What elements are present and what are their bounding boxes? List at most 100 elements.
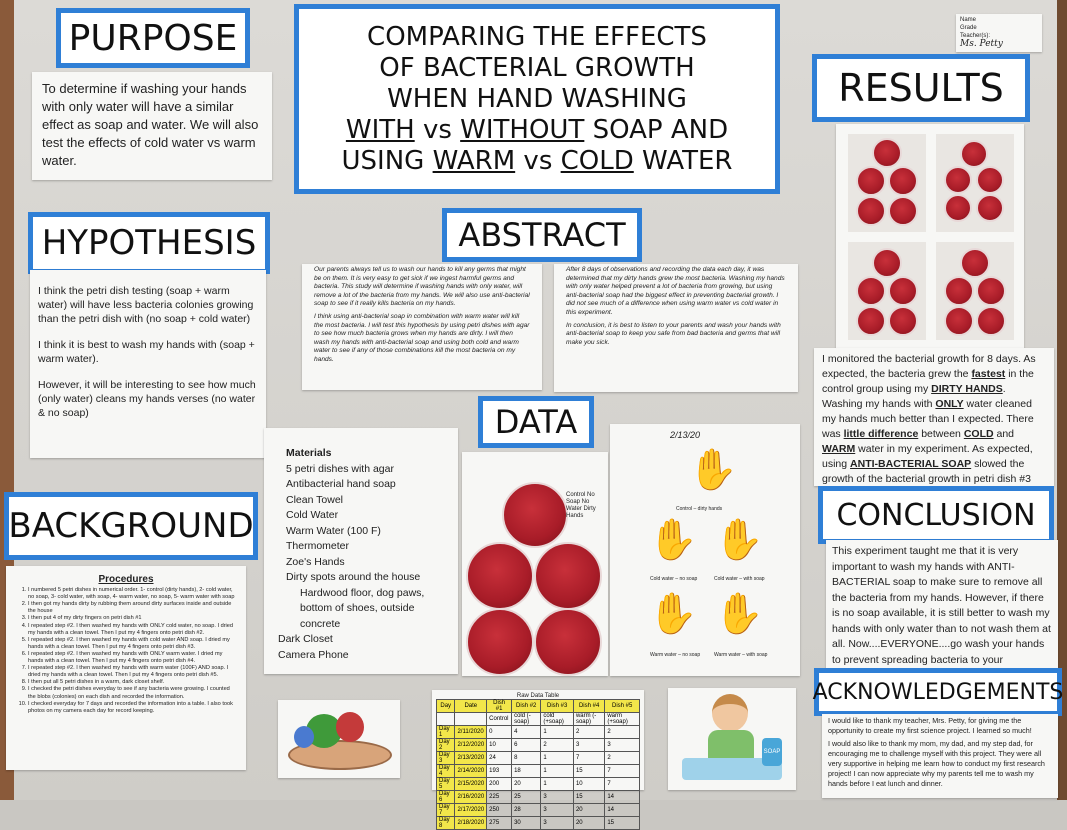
table-cell: Day 3 [435,751,456,765]
name-tag: Name Grade Teacher(s): Ms. Petty [956,14,1042,52]
table-cell: 2/12/2020 [454,738,488,752]
hypothesis-p2: I think it is best to wash my hands with… [38,339,255,365]
table-cell: 2 [604,751,640,765]
table-cell: 20 [572,816,606,830]
table-cell: 28 [511,803,542,817]
conclusion-heading: CONCLUSION [818,486,1054,544]
procedures-title: Procedures [98,574,154,585]
petri-dish-cold-no-soap [466,542,534,610]
hypothesis-p3: However, it will be interesting to see h… [38,379,256,419]
table-cell: 2/17/2020 [454,803,488,817]
petri-dish [888,276,918,306]
acknowledgements-p1: I would like to thank my teacher, Mrs. P… [828,716,1032,735]
title-line3: WHEN HAND WASHING [387,83,687,114]
table-row: Day 6 2/16/2020 225 25 3 15 14 [435,790,640,804]
materials-list: 5 petri dishes with agar Antibacterial ha… [278,462,450,664]
germ-blue-icon [294,726,314,748]
wood-frame-right [1057,0,1067,800]
petri-dish [944,276,974,306]
material-item: Antibacterial hand soap [286,478,396,490]
table-cell: 20 [511,777,542,791]
table-cell: 2/11/2020 [454,725,488,739]
results-photos [836,124,1024,350]
table-cell: 2 [572,725,606,739]
petri-dish [944,194,972,222]
table-cell: 1 [540,764,574,778]
purpose-heading: PURPOSE [56,8,250,68]
acknowledgements-text: I would like to thank my teacher, Mrs. P… [822,714,1058,798]
material-item: bottom of shoes, outside [300,602,415,614]
procedure-step: I checked everyday for 7 days and record… [28,701,238,715]
results-heading: RESULTS [812,54,1030,122]
petri-dish [960,140,988,168]
procedure-step: I then put 4 of my dirty fingers on petr… [28,615,238,622]
table-header-cell: Dish #1 [486,699,513,713]
procedures-list: I numbered 5 petri dishes in numerical o… [14,587,238,715]
abstract-right: After 8 days of observations and recordi… [554,264,798,392]
petri-photo-sheet: Control No Soap No Water Dirty Hands [462,452,608,676]
abstract-right-p2: In conclusion, it is best to listen to y… [566,321,781,346]
petri-dish [856,276,886,306]
procedure-step: I repeated step #2. I then washed my han… [28,651,238,665]
table-header-cell: Dish #2 [511,699,542,713]
table-subheader-cell [454,712,488,726]
table-cell: 2 [540,738,574,752]
procedures-card: Procedures I numbered 5 petri dishes in … [6,566,246,770]
petri-dish [960,248,990,278]
table-cell: 20 [572,803,606,817]
table-cell: Day 4 [435,764,456,778]
table-cell: 14 [604,803,640,817]
soap-bottle-icon: SOAP [762,738,782,766]
hand-outline-icon: ✋ [688,448,738,492]
abstract-right-p1: After 8 days of observations and recordi… [566,266,785,316]
petri-dish-control [502,482,568,548]
title-line1: COMPARING THE EFFECTS [367,21,707,52]
tag-name: Name [960,17,977,23]
petri-dish-warm-no-soap [466,608,534,676]
hypothesis-text: I think the petri dish testing (soap + w… [30,270,266,458]
table-cell: 3 [540,816,574,830]
material-item: Hardwood floor, dog paws, [300,586,425,599]
table-cell: 8 [511,751,542,765]
petri-dish [888,166,918,196]
table-cell: 275 [486,816,513,830]
table-cell: 200 [486,777,513,791]
table-row: Day 7 2/17/2020 250 28 3 20 14 [435,803,640,817]
petri-dish [976,166,1004,194]
table-cell: Day 5 [435,777,456,791]
table-cell: Day 6 [435,790,456,804]
table-row: Day 4 2/14/2020 193 18 1 15 7 [435,764,640,778]
abstract-left: Our parents always tell us to wash our h… [302,264,542,390]
table-cell: 3 [572,738,606,752]
hand-label-control: Control – dirty hands [676,506,723,512]
table-header-cell: Dish #4 [572,699,606,713]
table-header-cell: Day [435,699,456,713]
table-cell: 0 [486,725,513,739]
table-cell: 1 [540,751,574,765]
material-item: Clean Towel [286,493,344,506]
title-using: USING [341,145,433,176]
table-cell: 24 [486,751,513,765]
title-line2: OF BACTERIAL GROWTH [379,52,695,83]
table-cell: 1 [540,777,574,791]
table-row: Day 1 2/11/2020 0 4 1 2 2 [435,725,640,739]
table-subheader-cell: cold (+soap) [540,712,574,726]
table-row: Day 8 2/18/2020 275 30 3 20 15 [435,816,640,830]
table-row: Day 3 2/13/2020 24 8 1 7 2 [435,751,640,765]
title-water: WATER [633,145,733,176]
hand-tracing-sheet: 2/13/20 ✋ Control – dirty hands ✋ ✋ Cold… [610,424,800,676]
material-item: concrete [300,617,341,630]
petri-dish [976,276,1006,306]
table-cell: 15 [604,816,640,830]
title-cold: COLD [560,145,634,176]
table-cell: 7 [604,764,640,778]
raw-data-table-title: Raw Data Table [516,693,560,699]
label-control: Control No Soap No Water Dirty Hands [566,492,596,519]
project-title: COMPARING THE EFFECTS OF BACTERIAL GROWT… [294,4,780,194]
petri-dish [888,196,918,226]
raw-data-table: Day Date Dish #1 Dish #2 Dish #3 Dish #4 Dish … [435,699,640,830]
procedure-step: I then put all 5 petri dishes in a warm,… [28,679,238,686]
table-cell: 1 [540,725,574,739]
hand-outline-icon: ✋ [714,592,764,636]
table-cell: 193 [486,764,513,778]
